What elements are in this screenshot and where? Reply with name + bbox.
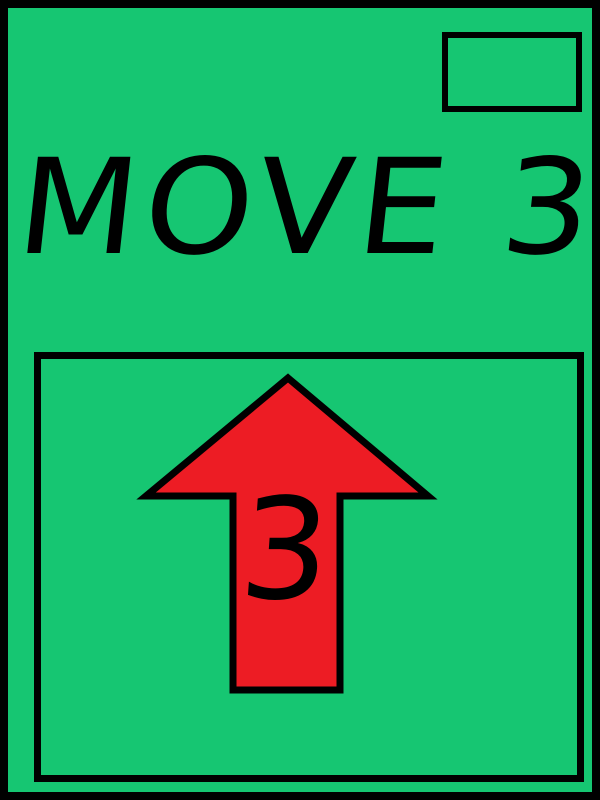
up-arrow-shape xyxy=(136,373,438,694)
arrow-number: 3 xyxy=(234,468,336,632)
corner-indicator-box xyxy=(442,32,582,112)
